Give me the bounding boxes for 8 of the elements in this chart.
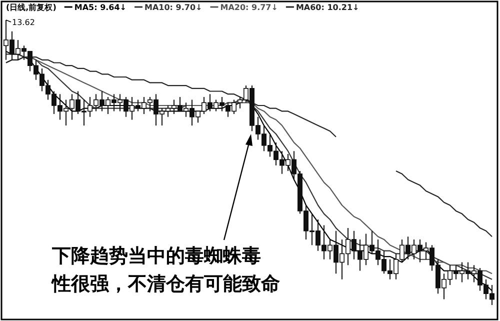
chart-title: (日线,前复权) <box>6 3 56 12</box>
legend-label: MA5: 9.64↓ <box>74 3 127 12</box>
legend-item: MA5: 9.64↓ <box>64 3 127 12</box>
annotation: 13.62 <box>12 18 35 27</box>
legend-item: MA60: 10.21↓ <box>286 3 360 12</box>
legend-item: MA20: 9.77↓ <box>210 3 278 12</box>
legend-item: MA10: 9.70↓ <box>134 3 202 12</box>
annotation: 下降趋势当中的毒蜘蛛毒性很强，不清仓有可能致命 <box>51 245 280 295</box>
